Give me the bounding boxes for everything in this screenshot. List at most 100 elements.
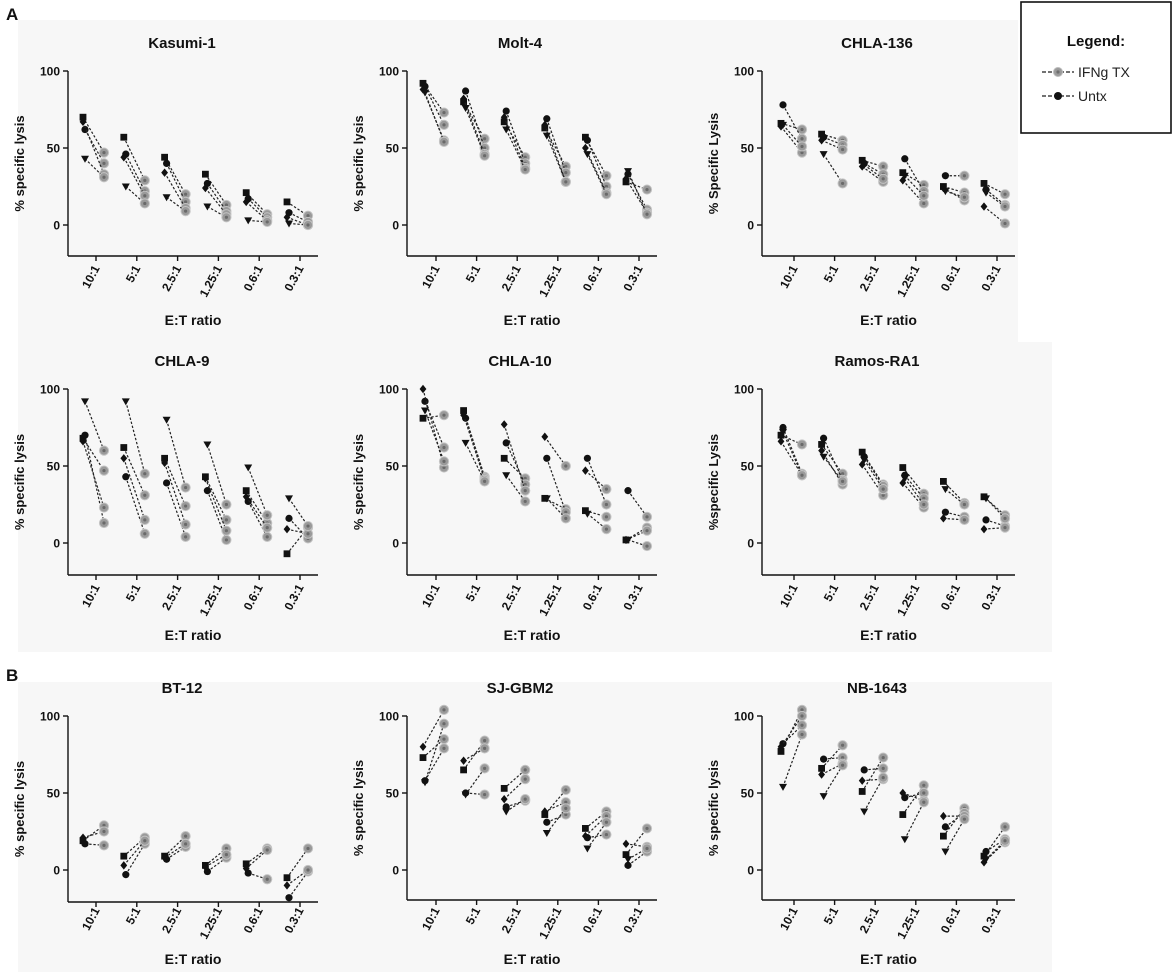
ifng-marker-center — [841, 763, 845, 767]
legend-box: Legend: IFNg TX Untx — [1020, 1, 1172, 134]
pair-line — [288, 222, 309, 226]
chart-title: Molt-4 — [498, 35, 543, 52]
ifng-marker-center — [962, 195, 967, 199]
ifng-marker-center — [523, 797, 527, 801]
ifng-marker-center — [483, 479, 487, 483]
ifng-marker-center — [442, 737, 446, 741]
pair-line — [503, 457, 526, 479]
x-axis-label: E:T ratio — [504, 627, 561, 643]
untx-marker-square — [818, 441, 825, 448]
untx-marker-triangle — [203, 441, 212, 449]
pair-line — [286, 848, 309, 879]
untx-marker-triangle — [900, 172, 909, 180]
untx-marker-circle — [81, 840, 89, 848]
x-axis-label: E:T ratio — [165, 951, 222, 967]
ifng-marker-center — [523, 777, 527, 781]
untx-marker-triangle — [982, 495, 990, 503]
ifng-marker-center — [306, 846, 310, 851]
ifng-marker-center — [564, 171, 568, 175]
ifng-marker-center — [102, 521, 106, 525]
ifng-marker-center — [102, 161, 106, 165]
untx-marker-circle — [543, 454, 551, 462]
y-axis-label: % specific lysis — [351, 115, 366, 211]
untx-marker-square — [899, 169, 907, 177]
untx-marker-square — [899, 464, 907, 471]
pair-line — [823, 438, 844, 481]
untx-marker-square — [940, 832, 947, 840]
legend-ifng-label: IFNg TX — [1078, 64, 1131, 80]
untx-marker-diamond — [582, 466, 589, 475]
pair-line — [164, 172, 187, 209]
untx-marker-square — [283, 550, 291, 558]
ifng-marker-center — [604, 820, 609, 824]
pair-line — [942, 808, 965, 837]
pair-line — [904, 474, 925, 499]
ifng-marker-center — [265, 526, 269, 530]
ifng-marker-center — [604, 527, 609, 531]
ifng-marker-center — [564, 516, 568, 520]
untx-marker-diamond — [899, 788, 907, 798]
chart-title: BT-12 — [162, 680, 203, 697]
pair-line — [463, 414, 486, 481]
untx-marker-diamond — [980, 524, 988, 534]
untx-marker-square — [161, 153, 168, 161]
pair-line — [465, 768, 486, 795]
legend-untx-marker — [1054, 92, 1062, 100]
untx-marker-triangle — [583, 845, 592, 853]
x-axis-label: E:T ratio — [504, 312, 561, 328]
ifng-marker-center — [265, 513, 269, 517]
untx-marker-triangle — [121, 398, 130, 406]
untx-marker-triangle — [624, 536, 632, 544]
untx-marker-diamond — [980, 858, 988, 867]
pair-line — [782, 124, 803, 147]
untx-marker-triangle — [583, 151, 592, 159]
untx-marker-circle — [285, 894, 293, 902]
untx-marker-circle — [941, 508, 950, 516]
untx-marker-square — [202, 170, 209, 178]
y-tick-label: 0 — [392, 219, 399, 233]
untx-marker-triangle — [900, 475, 909, 483]
ifng-marker-center — [645, 212, 649, 216]
untx-marker-square — [500, 454, 508, 462]
ifng-marker-center — [306, 532, 310, 536]
ifng-marker-center — [881, 755, 885, 760]
pair-line — [782, 431, 803, 476]
pair-line — [503, 121, 526, 158]
untx-marker-diamond — [79, 117, 87, 127]
y-axis-label: % specific lysis — [12, 434, 27, 530]
untx-marker-diamond — [79, 833, 87, 842]
y-axis-label: % Specific Lysis — [706, 113, 721, 214]
ifng-marker-center — [184, 209, 188, 213]
ifng-marker-center — [1003, 516, 1007, 520]
ifng-marker-center — [102, 151, 106, 155]
pair-line — [544, 436, 567, 467]
pair-line — [544, 127, 567, 167]
untx-marker-diamond — [283, 524, 291, 534]
untx-marker-diamond — [899, 176, 907, 185]
untx-marker-diamond — [582, 831, 589, 841]
ifng-marker-center — [962, 174, 967, 178]
ifng-marker-center — [564, 180, 568, 184]
ifng-marker-center — [442, 746, 446, 750]
untx-marker-diamond — [283, 213, 291, 222]
ifng-marker-center — [881, 164, 885, 169]
untx-marker-square — [460, 766, 467, 774]
untx-marker-diamond — [242, 492, 250, 501]
untx-marker-circle — [122, 871, 130, 879]
ifng-marker-center — [922, 194, 926, 198]
ifng-marker-center — [224, 203, 228, 207]
chart-title: NB-1643 — [847, 680, 907, 697]
untx-marker-triangle — [860, 456, 869, 464]
untx-marker-diamond — [161, 458, 168, 468]
untx-marker-triangle — [461, 439, 470, 447]
series-triangle — [81, 155, 314, 231]
ifng-marker-center — [1003, 839, 1007, 843]
pair-line — [780, 715, 803, 748]
untx-marker-triangle — [421, 779, 429, 787]
ifng-marker-center — [922, 791, 926, 795]
pair-line — [288, 871, 309, 899]
ifng-marker-center — [604, 487, 609, 491]
ifng-marker-center — [306, 868, 310, 872]
y-tick-label: 100 — [734, 65, 754, 79]
untx-marker-triangle — [502, 126, 511, 134]
